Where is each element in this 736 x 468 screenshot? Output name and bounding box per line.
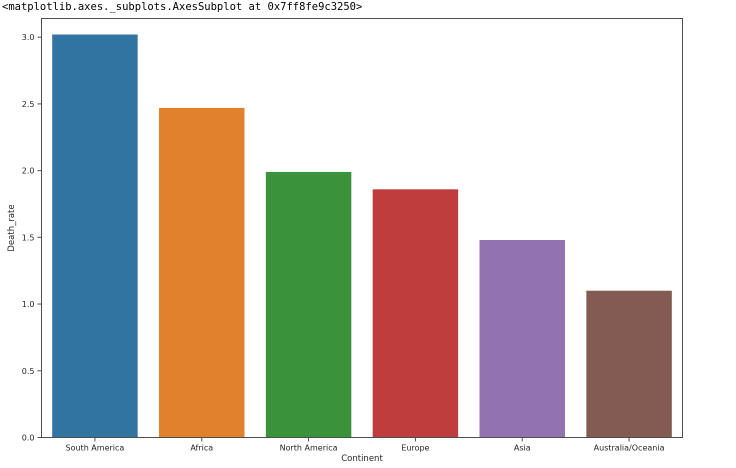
- bar-asia: [479, 240, 565, 438]
- x-tick-label: Europe: [401, 444, 429, 453]
- y-tick-label: 3.0: [22, 33, 35, 42]
- y-tick-label: 1.0: [22, 300, 35, 309]
- x-tick-label: South America: [66, 444, 125, 453]
- y-tick-label: 2.0: [22, 167, 35, 176]
- bar-north-america: [265, 171, 352, 438]
- y-tick-label: 2.5: [22, 100, 35, 109]
- bar-africa: [159, 107, 245, 438]
- x-tick-label: Asia: [514, 444, 531, 453]
- bar-australia-oceania: [586, 290, 672, 438]
- x-tick-label: North America: [280, 444, 338, 453]
- y-axis-label: Death_rate: [7, 204, 17, 251]
- y-tick-label: 1.5: [22, 233, 35, 242]
- x-tick-label: Africa: [190, 444, 213, 453]
- y-tick-label: 0.5: [22, 367, 35, 376]
- x-ticks: South America Africa North America Europe As…: [66, 437, 665, 453]
- y-tick-label: 0.0: [22, 434, 35, 443]
- x-axis-label: Continent: [341, 454, 383, 464]
- y-ticks: 0.0 0.5 1.0 1.5 2.0 2.5 3.0: [22, 33, 42, 443]
- plot-frame: [41, 18, 683, 438]
- x-tick-label: Australia/Oceania: [594, 444, 665, 453]
- cell-output-repr: <matplotlib.axes._subplots.AxesSubplot a…: [2, 1, 363, 13]
- bar-europe: [372, 189, 459, 438]
- bar-south-america: [52, 34, 138, 438]
- bars: [52, 34, 672, 438]
